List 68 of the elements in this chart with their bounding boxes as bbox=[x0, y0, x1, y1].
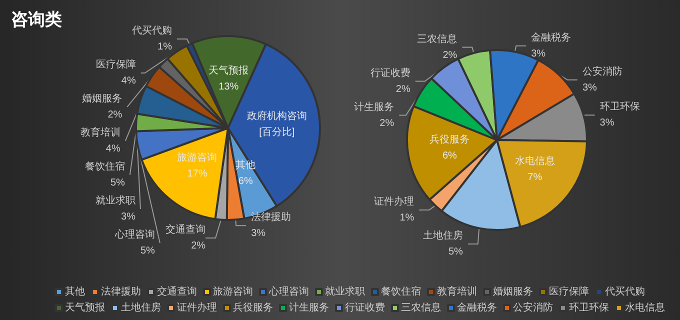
slice-label: 计生服务 bbox=[354, 100, 394, 113]
data-label: 2% bbox=[380, 118, 394, 129]
slice-label: 公安消防 bbox=[582, 65, 622, 78]
legend-label: 兵役服务 bbox=[233, 302, 273, 314]
slice-label: 交通查询 bbox=[166, 224, 206, 236]
data-label: 1% bbox=[158, 41, 172, 52]
data-label: 6% bbox=[442, 150, 458, 162]
legend-label: 土地住房 bbox=[121, 302, 161, 314]
legend-label: 金融税务 bbox=[457, 302, 497, 314]
slice-label: 兵役服务 bbox=[430, 134, 470, 146]
legend-label: 教育培训 bbox=[437, 286, 477, 298]
legend-label: 婚姻服务 bbox=[493, 286, 533, 298]
data-label: 1% bbox=[400, 212, 414, 224]
slice-label: 土地住房 bbox=[422, 229, 463, 242]
legend-label: 三农信息 bbox=[401, 302, 441, 314]
slice-label: 证件办理 bbox=[374, 195, 414, 208]
data-label: 3% bbox=[531, 48, 546, 60]
legend-label: 水电信息 bbox=[625, 302, 665, 314]
data-label: 4% bbox=[106, 143, 120, 154]
slice-label: 法律援助 bbox=[251, 211, 292, 224]
legend-label: 天气预报 bbox=[65, 302, 105, 314]
legend-label: 行证收费 bbox=[345, 302, 385, 314]
slice-label: 金融税务 bbox=[531, 31, 572, 44]
data-label: 3% bbox=[121, 211, 136, 222]
slice-label: 餐饮住宿 bbox=[84, 160, 125, 172]
slice-label: 婚姻服务 bbox=[82, 92, 122, 104]
slice-label: 天气预报 bbox=[208, 64, 249, 77]
legend-label: 其他 bbox=[65, 286, 85, 298]
slice-label: 水电信息 bbox=[514, 155, 555, 168]
legend-label: 心理咨询 bbox=[268, 286, 309, 298]
data-label: 2% bbox=[108, 109, 122, 120]
text: [百分比] bbox=[259, 126, 295, 138]
data-label: 13% bbox=[218, 82, 239, 93]
legend-label: 旅游咨询 bbox=[213, 286, 253, 298]
data-label: 2% bbox=[396, 84, 410, 95]
slice-label: 代买代购 bbox=[131, 25, 172, 36]
slice-label: 医疗保障 bbox=[96, 58, 136, 70]
data-label: 2% bbox=[442, 50, 458, 61]
data-label: 5% bbox=[140, 245, 156, 256]
slice-label: 教育培训 bbox=[80, 126, 120, 138]
legend-label: 环卫环保 bbox=[569, 302, 609, 314]
data-label: 17% bbox=[187, 168, 208, 180]
legend-label: 计生服务 bbox=[289, 302, 329, 314]
data-label: 5% bbox=[448, 246, 464, 258]
data-label: 2% bbox=[191, 240, 206, 252]
data-label: 4% bbox=[121, 75, 136, 86]
text: 政府机构咨询 bbox=[246, 110, 307, 122]
data-label: 3% bbox=[582, 82, 598, 94]
legend-label: 餐饮住宿 bbox=[381, 286, 421, 298]
data-label: 5% bbox=[110, 177, 126, 188]
legend-label: 医疗保障 bbox=[549, 286, 589, 298]
legend-label: 公安消防 bbox=[513, 302, 553, 314]
slice-label: 三农信息 bbox=[417, 32, 458, 45]
legend-label: 交通查询 bbox=[157, 286, 197, 298]
legend-label: 证件办理 bbox=[177, 302, 217, 314]
chart-title: 咨询类 bbox=[11, 10, 62, 29]
slice-label: 心理咨询 bbox=[114, 228, 155, 240]
slice-label: 环卫环保 bbox=[600, 102, 640, 113]
slice-label: 行证收费 bbox=[370, 66, 410, 79]
legend-label: 法律援助 bbox=[101, 286, 141, 298]
legend-label: 就业求职 bbox=[325, 286, 365, 298]
data-label: 3% bbox=[251, 228, 266, 240]
data-label: 7% bbox=[528, 172, 542, 184]
data-label: 3% bbox=[600, 118, 614, 129]
slice-label: 旅游咨询 bbox=[177, 152, 218, 164]
legend-label: 代买代购 bbox=[604, 286, 645, 298]
slice-label: 就业求职 bbox=[95, 194, 136, 206]
data-label: 6% bbox=[238, 176, 253, 188]
